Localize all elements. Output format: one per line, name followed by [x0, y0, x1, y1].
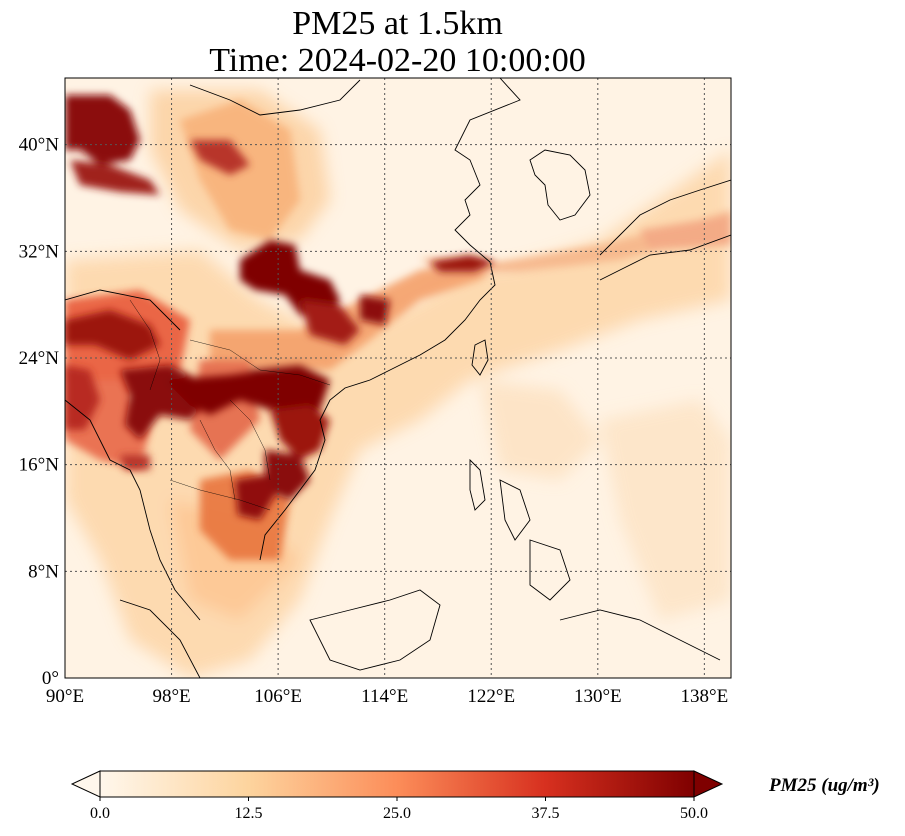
- lon-tick-label: 130°E: [574, 686, 622, 707]
- country-borders: [129, 299, 331, 511]
- colorbar-extend-min: [70, 770, 101, 798]
- longitude-tick-labels: 90°E 98°E 106°E 114°E 122°E 130°E 138°E: [46, 686, 728, 707]
- colorbar-tick-label: 37.5: [531, 805, 560, 822]
- colorbar-gradient: [100, 771, 694, 797]
- lon-tick-label: 122°E: [467, 686, 515, 707]
- lon-tick-label: 106°E: [254, 686, 302, 707]
- map-title-line-1: PM25 at 1.5km: [292, 5, 503, 42]
- colorbar-label: PM25 (ug/m³): [769, 775, 880, 796]
- lon-tick-label: 90°E: [46, 686, 84, 707]
- latitude-tick-labels: 0° 8°N 16°N 24°N 32°N 40°N: [19, 135, 60, 689]
- lat-tick-label: 16°N: [19, 455, 60, 476]
- colorbar-tick-label: 50.0: [680, 805, 708, 822]
- lat-tick-label: 24°N: [19, 348, 60, 369]
- lat-tick-label: 32°N: [19, 241, 60, 262]
- colorbar-tick-label: 25.0: [383, 805, 411, 822]
- lon-tick-label: 138°E: [681, 686, 729, 707]
- gridlines: [65, 78, 731, 678]
- lon-tick-label: 98°E: [152, 686, 190, 707]
- colorbar-extend-max: [693, 770, 724, 798]
- lon-tick-label: 114°E: [361, 686, 408, 707]
- lat-tick-label: 0°: [42, 668, 59, 689]
- colorbar-tick-label: 0.0: [90, 805, 110, 822]
- coastlines: [65, 78, 731, 678]
- colorbar-tick-label: 12.5: [234, 805, 263, 822]
- map-frame: [64, 77, 732, 679]
- colorbar: [70, 770, 724, 801]
- pm25-field: [65, 78, 731, 678]
- map-title-line-2: Time: 2024-02-20 10:00:00: [209, 42, 586, 79]
- lat-tick-label: 40°N: [19, 135, 60, 156]
- lat-tick-label: 8°N: [28, 561, 59, 582]
